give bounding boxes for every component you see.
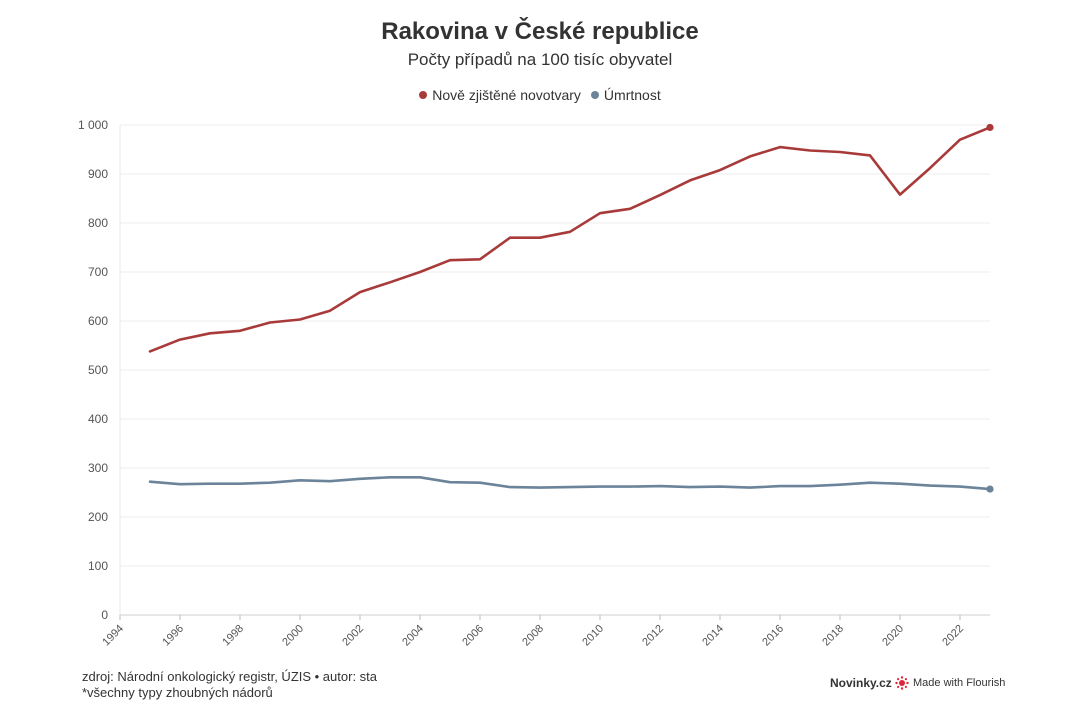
- x-tick-label: 2000: [280, 623, 306, 649]
- x-tick-label: 2022: [940, 623, 966, 649]
- x-tick-label: 2006: [460, 623, 486, 649]
- x-tick-label: 1994: [100, 623, 126, 649]
- chart-subtitle: Počty případů na 100 tisíc obyvatel: [407, 50, 673, 69]
- legend-label-new-cases: Nově zjištěné novotvary: [432, 87, 581, 103]
- x-tick-label: 2014: [700, 623, 726, 649]
- chart-title: Rakovina v České republice: [381, 18, 699, 45]
- y-tick-label: 500: [88, 363, 108, 377]
- legend-item-new-cases[interactable]: Nově zjištěné novotvary: [419, 87, 581, 103]
- series-line[interactable]: [148, 126, 992, 353]
- footnote: *všechny typy zhoubných nádorů: [82, 685, 273, 700]
- legend-dot-mortality: [590, 91, 599, 99]
- x-tick-label: 2002: [340, 623, 366, 649]
- x-tick-label: 2016: [760, 623, 786, 649]
- legend-item-mortality[interactable]: Úmrtnost: [590, 87, 661, 103]
- x-tick-label: 1998: [220, 623, 246, 649]
- legend-label-mortality: Úmrtnost: [603, 87, 661, 103]
- y-tick-label: 1 000: [78, 118, 108, 132]
- x-tick-label: 2018: [820, 623, 846, 649]
- x-axis-ticks: [119, 615, 961, 620]
- x-tick-label: 2020: [880, 623, 906, 649]
- source-note: zdroj: Národní onkologický registr, ÚZIS…: [82, 669, 378, 684]
- flourish-label: Made with Flourish: [913, 677, 1006, 689]
- y-tick-label: 400: [88, 412, 108, 426]
- y-tick-label: 700: [88, 265, 108, 279]
- flourish-icon: [895, 676, 909, 690]
- series-0: [148, 123, 994, 353]
- x-tick-label: 2012: [640, 623, 666, 649]
- y-tick-label: 200: [88, 510, 108, 524]
- y-tick-label: 300: [88, 461, 108, 475]
- series-line[interactable]: [148, 475, 992, 491]
- grid-lines: [119, 124, 990, 616]
- y-tick-label: 800: [88, 216, 108, 230]
- y-tick-label: 0: [101, 608, 108, 622]
- publisher-logo[interactable]: Novinky.cz: [830, 676, 892, 690]
- data-point[interactable]: [986, 485, 994, 493]
- series-lines: [148, 123, 994, 493]
- flourish-credit[interactable]: Made with Flourish: [895, 676, 1005, 690]
- y-axis-tick-labels: 0 100 200 300 400 500 600 700 800 900 1 000: [78, 118, 108, 622]
- x-tick-label: 2010: [580, 623, 606, 649]
- y-tick-label: 600: [88, 314, 108, 328]
- y-tick-label: 900: [88, 167, 108, 181]
- data-point[interactable]: [986, 123, 994, 132]
- x-tick-label: 2004: [400, 623, 426, 649]
- x-tick-label: 2008: [520, 623, 546, 649]
- series-1: [148, 475, 994, 493]
- legend-dot-new-cases: [419, 91, 428, 99]
- legend: Nově zjištěné novotvary Úmrtnost: [0, 87, 1080, 103]
- y-tick-label: 100: [88, 559, 108, 573]
- x-tick-label: 1996: [160, 623, 186, 649]
- x-axis-tick-labels: 1994 1996 1998 2000 2002 2004 2006 2008 2010 2012…: [100, 623, 966, 649]
